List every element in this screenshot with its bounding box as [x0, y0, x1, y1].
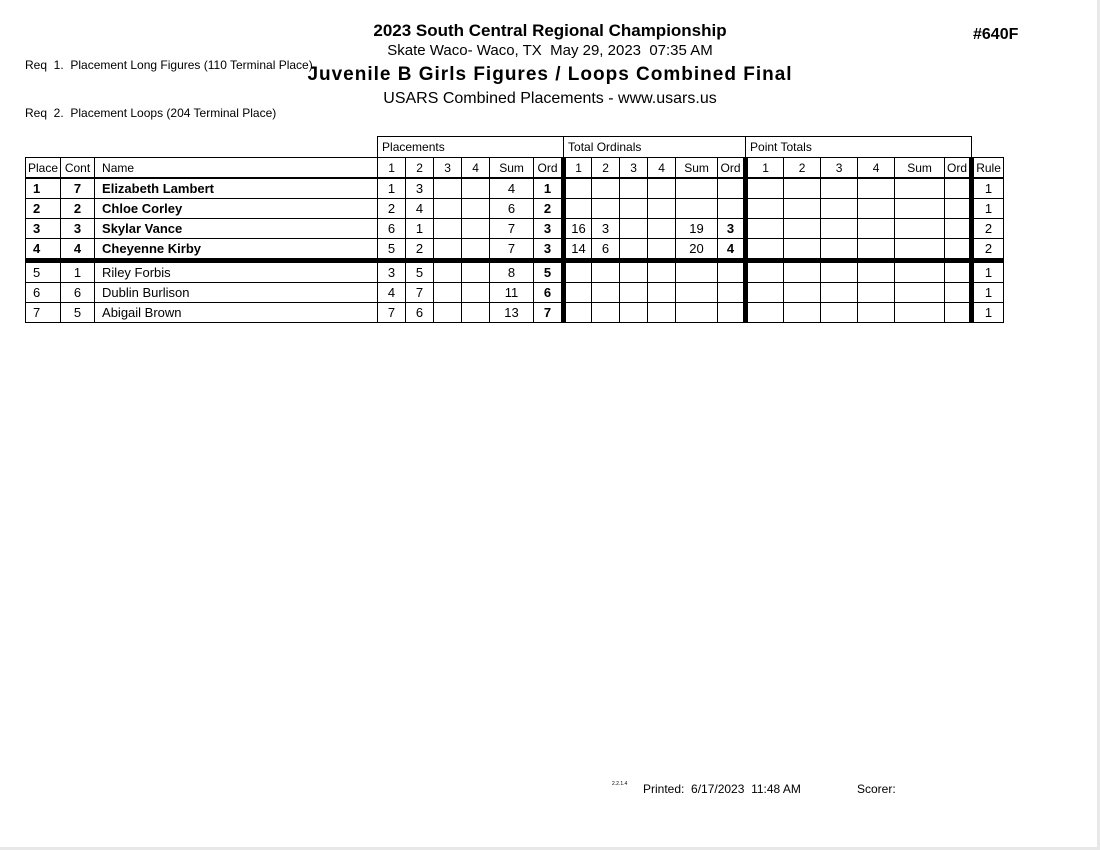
column-header: Place [24, 157, 62, 179]
result-row: 2 2 Chloe Corley 2 4 6 2 1 [24, 198, 1005, 219]
column-header: Ord [944, 157, 973, 179]
column-header: Name [94, 157, 379, 179]
results-table: Placements Total Ordinals Point Totals P… [24, 136, 1005, 323]
event-title: Juvenile B Girls Figures / Loops Combine… [307, 64, 793, 85]
column-header: Ord [717, 157, 747, 179]
group-header-spacer [972, 137, 1004, 158]
column-header: 1 [561, 157, 593, 179]
column-header: 2 [591, 157, 621, 179]
req-line-1: Req 1. Placement Long Figures (110 Termi… [25, 58, 313, 72]
group-header-point-totals: Point Totals [745, 136, 973, 158]
column-header-row: Place Cont Name 1 2 3 4 Sum Ord 1 2 3 4 Sum Ord 1 2 3 4 Sum… [24, 157, 1005, 179]
column-header: 4 [461, 157, 491, 179]
column-header: 1 [377, 157, 407, 179]
column-header: Cont [60, 157, 96, 179]
software-version: 2.2.1.4 [612, 781, 628, 787]
result-row: 4 4 Cheyenne Kirby 5 2 7 3 14 6 20 4 2 [24, 238, 1005, 263]
column-header: 4 [647, 157, 677, 179]
column-header: Sum [894, 157, 946, 179]
column-header: 1 [743, 157, 785, 179]
column-header: Ord [533, 157, 565, 179]
results-tbody: 1 7 Elizabeth Lambert 1 3 4 1 1 2 2 Chloe Corley 2 4… [24, 177, 1005, 323]
group-header-spacer [26, 137, 378, 158]
column-header: 3 [619, 157, 649, 179]
column-header: 2 [405, 157, 435, 179]
result-row: 6 6 Dublin Burlison 4 7 11 6 1 [24, 282, 1005, 303]
requirements-block: Req 1. Placement Long Figures (110 Termi… [25, 25, 313, 153]
column-header: 4 [857, 157, 896, 179]
venue-date-line: Skate Waco- Waco, TX May 29, 2023 07:35 … [387, 42, 713, 59]
result-row: 5 1 Riley Forbis 3 5 8 5 1 [24, 260, 1005, 283]
result-row: 1 7 Elizabeth Lambert 1 3 4 1 1 [24, 177, 1005, 199]
championship-title: 2023 South Central Regional Championship [373, 21, 727, 40]
event-number: #640F [973, 26, 1019, 43]
column-header: 2 [783, 157, 822, 179]
group-header-row: Placements Total Ordinals Point Totals [26, 136, 1004, 158]
title-block: 2023 South Central Regional Championship… [0, 22, 1100, 107]
group-header-placements: Placements [377, 136, 565, 158]
column-header: Sum [675, 157, 719, 179]
scorer-label: Scorer: [857, 782, 896, 796]
org-line: USARS Combined Placements - www.usars.us [383, 90, 717, 107]
req-line-2: Req 2. Placement Loops (204 Terminal Pla… [25, 106, 277, 120]
printed-timestamp: Printed: 6/17/2023 11:48 AM [643, 782, 801, 796]
column-header: 3 [433, 157, 463, 179]
column-header: Rule [969, 157, 1005, 179]
group-header-total-ordinals: Total Ordinals [563, 136, 747, 158]
column-header: Sum [489, 157, 535, 179]
column-header: 3 [820, 157, 859, 179]
result-row: 7 5 Abigail Brown 7 6 13 7 1 [24, 302, 1005, 323]
result-row: 3 3 Skylar Vance 6 1 7 3 16 3 19 3 2 [24, 218, 1005, 239]
